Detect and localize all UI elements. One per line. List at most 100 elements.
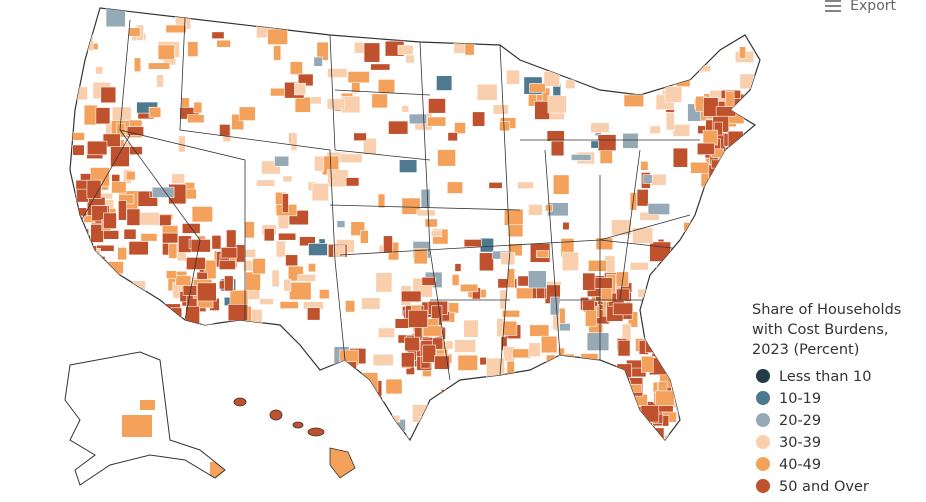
county (171, 173, 186, 184)
county (413, 248, 428, 265)
alaska-fills (122, 400, 225, 477)
county (472, 111, 486, 127)
county (724, 418, 732, 426)
county (274, 155, 290, 167)
county (633, 423, 646, 438)
county (197, 282, 217, 302)
county (308, 243, 328, 256)
county (145, 360, 155, 380)
county (731, 164, 741, 178)
county (90, 224, 104, 243)
county (271, 381, 284, 397)
county (290, 132, 298, 151)
county (353, 132, 367, 142)
county (718, 33, 729, 43)
county (260, 350, 283, 359)
county (408, 309, 428, 328)
legend-label: 20-29 (779, 413, 821, 429)
county (569, 8, 582, 26)
county (419, 416, 438, 436)
county (424, 218, 438, 228)
county (457, 354, 478, 371)
county (529, 83, 546, 93)
county (640, 405, 660, 423)
county (270, 435, 278, 440)
county (400, 23, 417, 36)
county (371, 93, 388, 109)
county (440, 389, 450, 400)
county (733, 313, 750, 332)
county (617, 430, 636, 440)
county (748, 212, 760, 227)
county (281, 193, 289, 214)
county (509, 404, 517, 424)
county (327, 68, 348, 78)
county (502, 320, 518, 336)
county (454, 263, 462, 272)
county (624, 52, 647, 67)
county (667, 69, 686, 81)
county (691, 414, 706, 430)
county (579, 410, 591, 431)
county (401, 352, 415, 368)
county (663, 333, 677, 352)
county (156, 74, 164, 88)
county (748, 356, 758, 377)
county (650, 337, 672, 349)
county (319, 289, 330, 300)
county (221, 349, 238, 362)
county (645, 427, 665, 439)
county (218, 259, 236, 270)
county (178, 336, 194, 356)
county (175, 435, 194, 440)
county (71, 242, 87, 251)
county (107, 331, 121, 349)
county (235, 244, 245, 263)
county (476, 387, 484, 405)
county (683, 321, 691, 336)
county (377, 79, 396, 94)
county (193, 101, 203, 114)
county (92, 270, 104, 289)
export-button[interactable]: Export (824, 0, 896, 14)
county (479, 252, 494, 272)
county (739, 208, 760, 226)
county (709, 434, 726, 440)
county (330, 399, 342, 417)
county (190, 239, 211, 253)
county (649, 125, 661, 134)
county (529, 324, 550, 337)
county (714, 175, 726, 188)
county (72, 10, 86, 19)
county (562, 221, 570, 231)
county (326, 98, 345, 110)
county (618, 385, 627, 404)
county (284, 431, 308, 440)
county (647, 203, 670, 215)
county (106, 304, 120, 323)
county (422, 325, 442, 337)
county (464, 42, 475, 56)
county (166, 270, 177, 279)
county (686, 58, 702, 66)
county (193, 358, 208, 368)
county (273, 45, 282, 61)
county (751, 196, 760, 217)
county (628, 8, 647, 21)
legend-label: 40-49 (779, 457, 821, 473)
county (122, 415, 152, 437)
county (605, 49, 628, 65)
county (259, 371, 276, 385)
legend-title: with Cost Burdens, (752, 322, 889, 338)
county (100, 86, 117, 104)
county (696, 279, 716, 296)
county (471, 416, 483, 424)
county (267, 28, 288, 45)
county (699, 375, 718, 387)
county (336, 220, 346, 228)
county (655, 23, 676, 43)
county (642, 174, 653, 184)
county (635, 30, 650, 45)
county (354, 11, 362, 26)
county (535, 250, 549, 258)
